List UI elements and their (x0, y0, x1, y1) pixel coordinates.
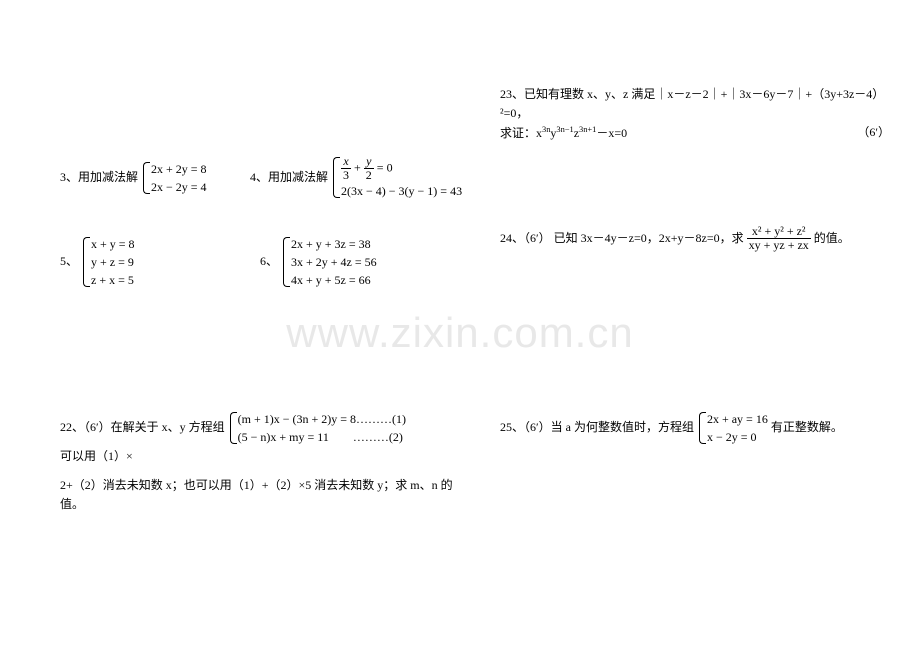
problem-24: 24、（6′） 已知 3x－4y－z=0，2x+y－8z=0，求 x² + y²… (500, 225, 900, 252)
p3-eq2: 2x − 2y = 4 (151, 178, 207, 196)
p5-system: x + y = 8 y + z = 9 z + x = 5 (81, 235, 135, 289)
p24-post: 的值。 (814, 229, 850, 248)
p25-system: 2x + ay = 16 x − 2y = 0 (697, 410, 768, 446)
p5-label: 5、 (60, 252, 78, 271)
p4-eq2: 2(3x − 4) − 3(y − 1) = 43 (341, 182, 462, 200)
p25-eq2: x − 2y = 0 (707, 428, 768, 446)
p25-eq1: 2x + ay = 16 (707, 410, 768, 428)
watermark-text: www.zixin.com.cn (286, 309, 633, 357)
problem-4: 4、用加减法解 x 3 + y 2 = 0 2(3x − 4) − 3(y − … (250, 155, 462, 200)
p22-posttext: 可以用（1）× (60, 447, 133, 466)
problem-23: 23、已知有理数 x、y、z 满足｜x－z－2｜+｜3x－6y－7｜+（3y+3… (500, 85, 900, 144)
p25-post: 有正整数解。 (771, 418, 843, 437)
p24-pre: 24、（6′） 已知 3x－4y－z=0，2x+y－8z=0，求 (500, 229, 744, 248)
p6-eq2: 3x + 2y + 4z = 56 (291, 253, 377, 271)
problem-3: 3、用加减法解 2x + 2y = 8 2x − 2y = 4 (60, 160, 207, 196)
p6-eq1: 2x + y + 3z = 38 (291, 235, 377, 253)
p24-fraction: x² + y² + z² xy + yz + zx (747, 225, 811, 252)
p4-label: 4、用加减法解 (250, 168, 328, 187)
p5-eq2: y + z = 9 (91, 253, 135, 271)
p6-system: 2x + y + 3z = 38 3x + 2y + 4z = 56 4x + … (281, 235, 377, 289)
p3-eq1: 2x + 2y = 8 (151, 160, 207, 178)
p5-eq1: x + y = 8 (91, 235, 135, 253)
p4-frac1: x 3 (341, 155, 351, 182)
p22-pretext: 22、（6′）在解关于 x、y 方程组 (60, 418, 225, 437)
p6-label: 6、 (260, 252, 278, 271)
p25-pre: 25、（6′）当 a 为何整数值时，方程组 (500, 418, 694, 437)
p22-eq1: (m + 1)x − (3n + 2)y = 8………(1) (238, 410, 406, 428)
p22-line2: 2+（2）消去未知数 x；也可以用（1）+（2）×5 消去未知数 y；求 m、n… (60, 476, 460, 514)
p22-system: (m + 1)x − (3n + 2)y = 8………(1) (5 − n)x … (228, 410, 406, 446)
p22-line1: 22、（6′）在解关于 x、y 方程组 (m + 1)x − (3n + 2)y… (60, 410, 460, 466)
p5-eq3: z + x = 5 (91, 271, 135, 289)
p3-label: 3、用加减法解 (60, 168, 138, 187)
problem-6: 6、 2x + y + 3z = 38 3x + 2y + 4z = 56 4x… (260, 235, 377, 289)
p4-system: x 3 + y 2 = 0 2(3x − 4) − 3(y − 1) = 43 (331, 155, 462, 200)
p23-line1: 23、已知有理数 x、y、z 满足｜x－z－2｜+｜3x－6y－7｜+（3y+3… (500, 85, 900, 123)
p4-eq1: x 3 + y 2 = 0 (341, 155, 462, 182)
p4-frac2: y 2 (364, 155, 374, 182)
p23-score: （6′） (857, 123, 890, 142)
problem-5: 5、 x + y = 8 y + z = 9 z + x = 5 (60, 235, 135, 289)
problem-22: 22、（6′）在解关于 x、y 方程组 (m + 1)x − (3n + 2)y… (60, 410, 460, 514)
problem-25: 25、（6′）当 a 为何整数值时，方程组 2x + ay = 16 x − 2… (500, 410, 900, 446)
p3-system: 2x + 2y = 8 2x − 2y = 4 (141, 160, 207, 196)
p23-line2: 求证：x3ny3n−1z3n+1－x=0 （6′） (500, 123, 900, 143)
p22-eq2: (5 − n)x + my = 11 ………(2) (238, 428, 406, 446)
p6-eq3: 4x + y + 5z = 66 (291, 271, 377, 289)
